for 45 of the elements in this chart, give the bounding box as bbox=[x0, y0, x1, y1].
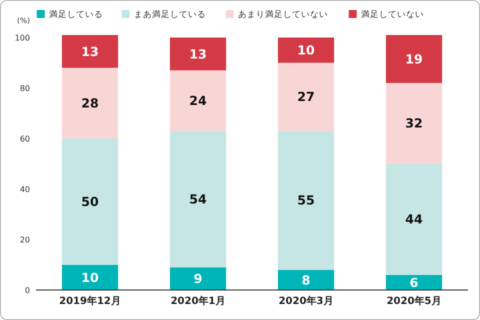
data-label: 19 bbox=[405, 51, 423, 66]
data-label: 6 bbox=[410, 274, 419, 290]
data-label: 44 bbox=[405, 212, 423, 227]
x-tick-label: 2020年3月 bbox=[278, 295, 334, 307]
x-tick-label: 2020年5月 bbox=[386, 295, 442, 307]
data-label: 9 bbox=[194, 271, 202, 286]
bar bbox=[170, 130, 226, 268]
bar bbox=[278, 38, 334, 63]
data-label: 13 bbox=[189, 46, 207, 62]
bar bbox=[62, 68, 118, 139]
bar bbox=[170, 70, 226, 131]
legend-label: まあ満足している bbox=[134, 8, 206, 20]
bar bbox=[62, 138, 118, 265]
bar bbox=[386, 35, 442, 83]
y-tick-label: 60 bbox=[20, 134, 30, 144]
y-tick-label: 40 bbox=[20, 184, 30, 194]
data-label: 28 bbox=[81, 96, 99, 111]
bar bbox=[170, 38, 226, 70]
bar bbox=[62, 264, 118, 290]
bar bbox=[278, 130, 334, 270]
bar bbox=[386, 164, 442, 275]
data-label: 54 bbox=[189, 191, 207, 206]
y-tick-label: 0 bbox=[24, 286, 30, 295]
bar bbox=[170, 267, 226, 290]
x-tick-label: 2019年12月 bbox=[59, 295, 121, 307]
data-label: 13 bbox=[81, 44, 99, 59]
y-tick-label: 100 bbox=[14, 33, 30, 42]
y-tick-label: 20 bbox=[20, 235, 30, 244]
data-label: 24 bbox=[189, 93, 207, 108]
bar bbox=[386, 82, 442, 164]
x-tick-label: 2020年1月 bbox=[170, 295, 226, 307]
legend-label: あまり満足していない bbox=[238, 8, 328, 20]
data-label: 50 bbox=[81, 194, 99, 210]
data-label: 8 bbox=[302, 272, 310, 288]
data-label: 10 bbox=[81, 270, 99, 285]
bar bbox=[278, 62, 334, 131]
legend-label: 満足している bbox=[48, 8, 103, 20]
bar bbox=[278, 270, 334, 290]
bar bbox=[62, 35, 118, 68]
data-label: 32 bbox=[405, 116, 423, 131]
data-label: 27 bbox=[297, 89, 315, 104]
data-label: 55 bbox=[297, 192, 315, 208]
legend-label: 満足していない bbox=[360, 8, 424, 20]
y-tick-label: 80 bbox=[20, 84, 30, 93]
data-label: 10 bbox=[297, 42, 315, 58]
